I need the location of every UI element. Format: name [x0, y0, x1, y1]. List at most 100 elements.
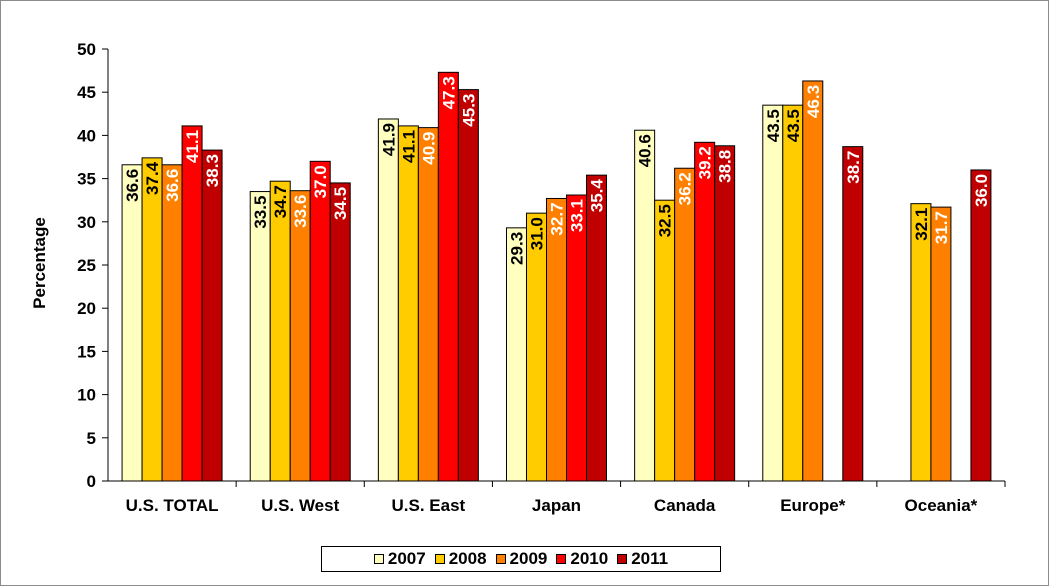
- bar-2011: [586, 174, 607, 482]
- data-label: 41.1: [183, 130, 202, 163]
- bar-2008: [526, 212, 547, 482]
- data-label: 32.1: [912, 208, 931, 241]
- data-label: 38.8: [716, 150, 735, 183]
- data-label: 32.7: [548, 202, 567, 235]
- bar-2011: [201, 149, 223, 482]
- bar-2009: [674, 167, 696, 482]
- x-category-label: Oceania*: [905, 496, 978, 515]
- y-tick-label: 45: [77, 83, 96, 102]
- bar-2008: [269, 180, 291, 482]
- x-category-label: U.S. TOTAL: [126, 496, 219, 515]
- bar-2011: [970, 169, 992, 482]
- bar-2008: [654, 199, 676, 482]
- data-label: 35.4: [588, 179, 607, 213]
- y-axis-title-group: Percentage: [30, 217, 49, 309]
- data-label: 31.0: [528, 217, 547, 250]
- bar-2009: [802, 80, 824, 482]
- y-tick-label: 15: [77, 342, 96, 361]
- data-label: 37.4: [143, 161, 162, 195]
- legend-label: 2007: [387, 549, 426, 568]
- bar-2008: [141, 157, 163, 482]
- data-label: 47.3: [439, 76, 458, 109]
- legend-item-2007: 2007: [373, 549, 426, 569]
- data-label: 41.1: [399, 130, 418, 163]
- y-tick-label: 35: [77, 170, 96, 189]
- data-label: 29.3: [508, 232, 527, 265]
- bar-2011: [329, 182, 351, 482]
- data-label: 36.6: [163, 169, 182, 202]
- data-label: 38.7: [844, 151, 863, 184]
- data-label: 39.2: [696, 146, 715, 179]
- bar-2009: [930, 206, 952, 482]
- data-label: 37.0: [311, 165, 330, 198]
- legend-swatch: [556, 554, 567, 564]
- data-label: 41.9: [379, 123, 398, 156]
- y-tick-label: 30: [77, 213, 96, 232]
- bar-2007: [762, 104, 784, 482]
- data-label: 40.9: [419, 132, 438, 165]
- data-label: 38.3: [203, 154, 222, 187]
- x-category-label: U.S. East: [392, 496, 466, 515]
- y-tick-label: 20: [77, 299, 96, 318]
- legend-swatch: [434, 554, 445, 564]
- legend-item-2009: 2009: [495, 549, 548, 569]
- bar-2008: [910, 203, 932, 482]
- bar-2008: [782, 104, 804, 482]
- data-label: 33.1: [568, 199, 587, 232]
- bar-2010: [437, 71, 459, 482]
- legend-label: 2008: [448, 549, 487, 568]
- bar-2007: [249, 191, 271, 482]
- data-label: 33.5: [251, 196, 270, 229]
- x-category-label: Canada: [654, 496, 716, 515]
- x-category-label: Europe*: [780, 496, 846, 515]
- legend-swatch: [495, 554, 506, 564]
- data-label: 34.7: [271, 185, 290, 218]
- legend-swatch: [373, 554, 384, 564]
- legend-item-2011: 2011: [617, 549, 668, 569]
- bar-2009: [417, 127, 439, 482]
- bar-2010: [566, 194, 587, 482]
- y-tick-label: 5: [87, 429, 96, 448]
- data-label: 40.6: [636, 134, 655, 167]
- data-label: 31.7: [932, 211, 951, 244]
- legend: 2007 2008 2009 2010 2011: [321, 546, 721, 572]
- bar-2010: [181, 125, 203, 482]
- legend-swatch: [617, 554, 628, 564]
- legend-item-2010: 2010: [556, 549, 608, 569]
- bar-2007: [377, 118, 399, 482]
- legend-item-2008: 2008: [434, 549, 487, 569]
- bar-2008: [397, 125, 419, 482]
- bar-2011: [842, 146, 864, 482]
- x-category-label: U.S. West: [261, 496, 339, 515]
- data-label: 33.6: [291, 195, 310, 228]
- data-label: 45.3: [459, 94, 478, 127]
- y-tick-label: 10: [77, 386, 96, 405]
- data-label: 36.0: [972, 174, 991, 207]
- data-label: 43.5: [784, 109, 803, 142]
- bar-2007: [121, 164, 143, 482]
- data-label: 34.5: [331, 187, 350, 220]
- y-tick-label: 0: [87, 472, 96, 491]
- data-label: 46.3: [804, 85, 823, 118]
- bar-2009: [161, 164, 183, 482]
- y-tick-label: 25: [77, 256, 96, 275]
- data-label: 36.6: [123, 169, 142, 202]
- y-axis-title: Percentage: [30, 217, 49, 309]
- y-tick-label: 40: [77, 126, 96, 145]
- bar-2011: [457, 89, 479, 482]
- legend-label: 2011: [631, 549, 669, 568]
- bar-2009: [289, 190, 311, 482]
- bar-2011: [714, 145, 736, 482]
- bar-2010: [309, 160, 331, 482]
- bar-2009: [546, 197, 567, 482]
- y-tick-label: 50: [77, 40, 96, 59]
- data-label: 43.5: [764, 109, 783, 142]
- data-label: 36.2: [676, 172, 695, 205]
- x-category-label: Japan: [532, 496, 581, 515]
- legend-label: 2009: [509, 549, 548, 568]
- bar-2007: [634, 129, 656, 482]
- bar-2010: [694, 141, 716, 482]
